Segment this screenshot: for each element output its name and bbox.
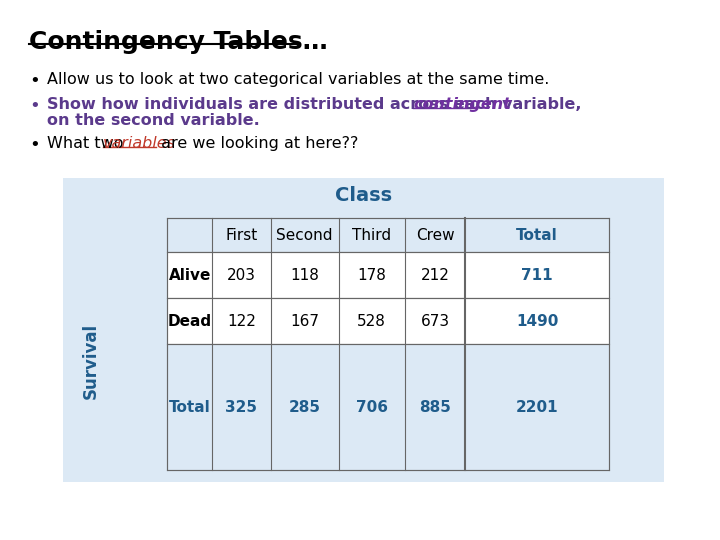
Text: 706: 706 [356, 400, 388, 415]
Text: 178: 178 [357, 267, 386, 282]
Text: contingent: contingent [413, 97, 510, 112]
Text: 673: 673 [420, 314, 449, 328]
Text: Dead: Dead [168, 314, 212, 328]
Text: 212: 212 [420, 267, 449, 282]
Text: •: • [30, 97, 40, 115]
Bar [167, 298, 609, 344]
Text: 528: 528 [357, 314, 386, 328]
Text: Third: Third [352, 227, 391, 242]
Text: 167: 167 [290, 314, 319, 328]
Bar [167, 218, 609, 252]
Bar [167, 252, 609, 298]
Text: Alive: Alive [168, 267, 211, 282]
Text: 885: 885 [419, 400, 451, 415]
Text: 1490: 1490 [516, 314, 559, 328]
Text: Crew: Crew [415, 227, 454, 242]
Text: •: • [30, 136, 40, 154]
Text: Class: Class [335, 186, 392, 205]
Text: Total: Total [169, 400, 211, 415]
Text: on the second variable.: on the second variable. [47, 113, 259, 128]
Text: Survival: Survival [81, 323, 99, 399]
Text: Allow us to look at two categorical variables at the same time.: Allow us to look at two categorical vari… [47, 72, 549, 87]
Bar [167, 344, 609, 470]
Text: Total: Total [516, 227, 558, 242]
Text: Contingency Tables…: Contingency Tables… [30, 30, 328, 54]
Text: What two: What two [47, 136, 128, 151]
Text: 325: 325 [225, 400, 257, 415]
Bar [63, 178, 664, 482]
Text: 203: 203 [227, 267, 256, 282]
Text: 2201: 2201 [516, 400, 559, 415]
Text: 285: 285 [289, 400, 320, 415]
Text: •: • [30, 72, 40, 90]
Text: Second: Second [276, 227, 333, 242]
Text: 711: 711 [521, 267, 553, 282]
Text: First: First [225, 227, 258, 242]
Text: 122: 122 [227, 314, 256, 328]
Text: are we looking at here??: are we looking at here?? [156, 136, 359, 151]
Text: 118: 118 [290, 267, 319, 282]
Text: Show how individuals are distributed across each variable,: Show how individuals are distributed acr… [47, 97, 587, 112]
Text: variables: variables [102, 136, 176, 151]
